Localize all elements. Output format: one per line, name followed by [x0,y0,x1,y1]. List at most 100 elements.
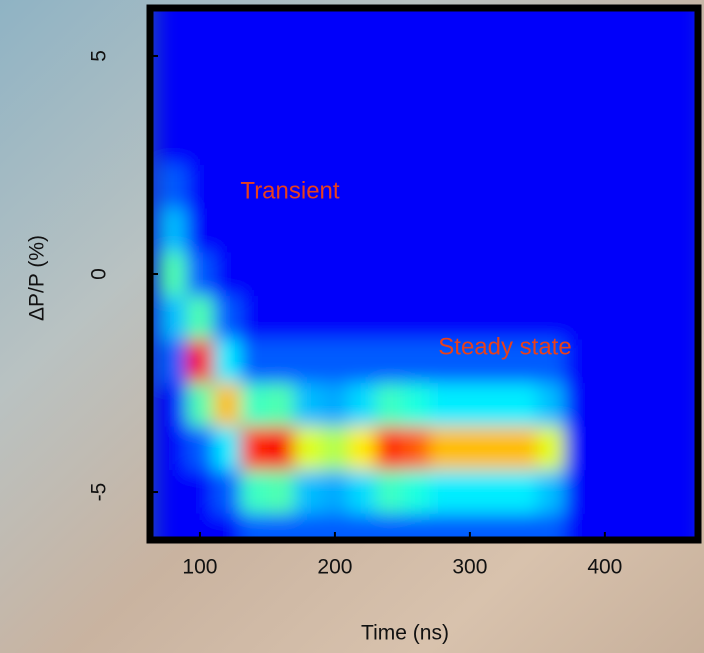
heat-cell [483,252,511,297]
heat-cell [456,208,484,253]
heat-cell [321,77,349,122]
heat-cell [591,339,619,384]
heat-cell [429,513,457,540]
heat-cell [213,295,241,340]
heat-cell [294,470,322,515]
heat-cell [645,339,673,384]
heat-cell [267,339,295,384]
heat-cell [402,77,430,122]
heat-cell [294,8,322,35]
heat-cell [564,470,592,515]
heat-cell [375,252,403,297]
heat-cell [456,426,484,471]
heat-cell [213,121,241,166]
heat-cell [456,383,484,428]
heat-cell [213,470,241,515]
heat-cell [375,8,403,35]
heat-cell [267,426,295,471]
heat-cell [564,339,592,384]
heat-cell [348,121,376,166]
heat-cell [672,513,698,540]
annotation: Steady state [438,333,571,360]
heat-cell [510,164,538,210]
heat-cell [213,208,241,253]
heat-cell [213,252,241,297]
x-tick-label: 400 [587,556,622,579]
heat-cell [240,8,268,35]
heat-cell [456,8,484,35]
heat-cell [672,383,698,428]
heat-cell [348,470,376,515]
heat-cell [267,164,295,210]
heat-cell [591,208,619,253]
heat-cell [564,252,592,297]
heat-cell [294,339,322,384]
heat-cell [618,470,646,515]
heat-cell [348,426,376,471]
heat-cell [618,295,646,340]
heat-cell [510,426,538,471]
heat-cell [159,426,187,471]
heat-cell [429,208,457,253]
heat-cell [159,77,187,122]
heat-cell [456,339,484,384]
heat-cell [591,426,619,471]
heat-cell [240,470,268,515]
heat-cell [537,383,565,428]
heatmap [159,8,698,540]
heat-cell [186,8,214,35]
annotation: Transient [240,177,339,204]
heat-cell [267,383,295,428]
heat-cell [267,34,295,79]
heat-cell [645,295,673,340]
heat-cell [402,252,430,297]
heat-cell [429,77,457,122]
heat-cell [159,208,187,253]
heat-cell [591,8,619,35]
heat-cell [267,252,295,297]
heat-cell [564,34,592,79]
heat-cell [186,121,214,166]
heat-cell [375,164,403,210]
heat-cell [240,77,268,122]
heat-cell [186,339,214,384]
y-tick-label: -5 [88,483,111,502]
heat-cell [537,8,565,35]
heat-cell [186,426,214,471]
heat-cell [591,470,619,515]
heat-cell [375,470,403,515]
heat-cell [294,426,322,471]
heat-cell [429,252,457,297]
heat-cell [429,34,457,79]
heat-cell [456,252,484,297]
heat-cell [591,252,619,297]
heat-cell [402,208,430,253]
heat-cell [537,252,565,297]
heat-cell [402,34,430,79]
heat-cell [402,383,430,428]
heat-cell [591,34,619,79]
heat-cell [402,295,430,340]
heat-cell [348,8,376,35]
heat-cell [186,34,214,79]
heat-cell [294,77,322,122]
heat-cell [186,208,214,253]
heat-cell [510,383,538,428]
heat-cell [348,252,376,297]
heat-cell [240,295,268,340]
heat-cell [348,34,376,79]
heat-cell [537,295,565,340]
heat-cell [456,77,484,122]
heat-cell [321,34,349,79]
heat-cell [618,339,646,384]
heat-cell [564,208,592,253]
heat-cell [537,208,565,253]
heat-cell [402,121,430,166]
heat-cell [213,426,241,471]
heat-cell [483,164,511,210]
heat-cell [618,208,646,253]
x-tick-label: 100 [182,556,217,579]
heat-cell [483,426,511,471]
heat-cell [645,208,673,253]
heat-cell [645,383,673,428]
